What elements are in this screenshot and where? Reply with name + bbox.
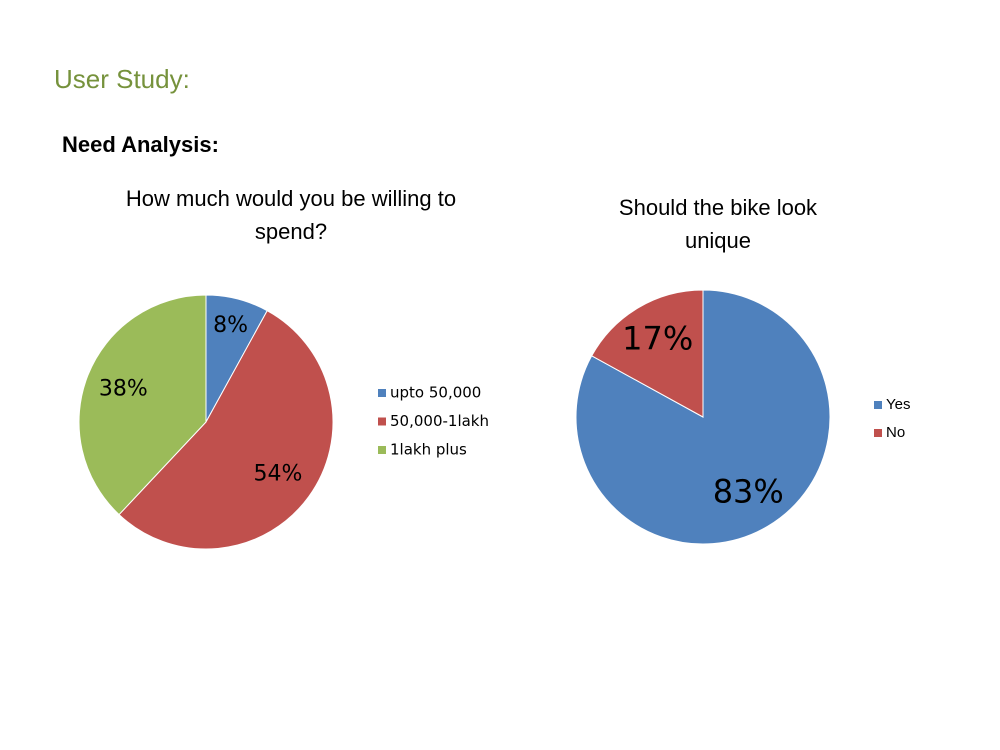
legend-swatch	[378, 417, 386, 426]
data-label: 17%	[622, 319, 693, 357]
pie-slice	[591, 289, 704, 418]
data-label: 83%	[713, 473, 784, 511]
data-label: 38%	[99, 376, 148, 401]
legend-label: No	[886, 424, 905, 441]
pie-slice	[118, 310, 334, 550]
data-label: 8%	[213, 313, 248, 338]
legend-label: Yes	[886, 396, 910, 413]
chart-title: How much would you be willing to spend?	[125, 186, 457, 244]
legend-label: 1lakh plus	[390, 441, 467, 459]
legend-swatch	[874, 429, 882, 437]
legend-swatch	[378, 389, 386, 397]
section-title: Need Analysis:	[62, 132, 219, 157]
legend-label: upto 50,000	[390, 384, 481, 402]
legend-swatch	[378, 446, 386, 454]
data-label: 54%	[253, 461, 302, 486]
pie-slice	[78, 294, 207, 516]
chart-title: Should the bike look unique	[618, 195, 818, 253]
legend-label: 50,000-1lakh	[390, 412, 489, 430]
slide-title: User Study:	[54, 64, 190, 94]
legend-swatch	[874, 401, 882, 409]
